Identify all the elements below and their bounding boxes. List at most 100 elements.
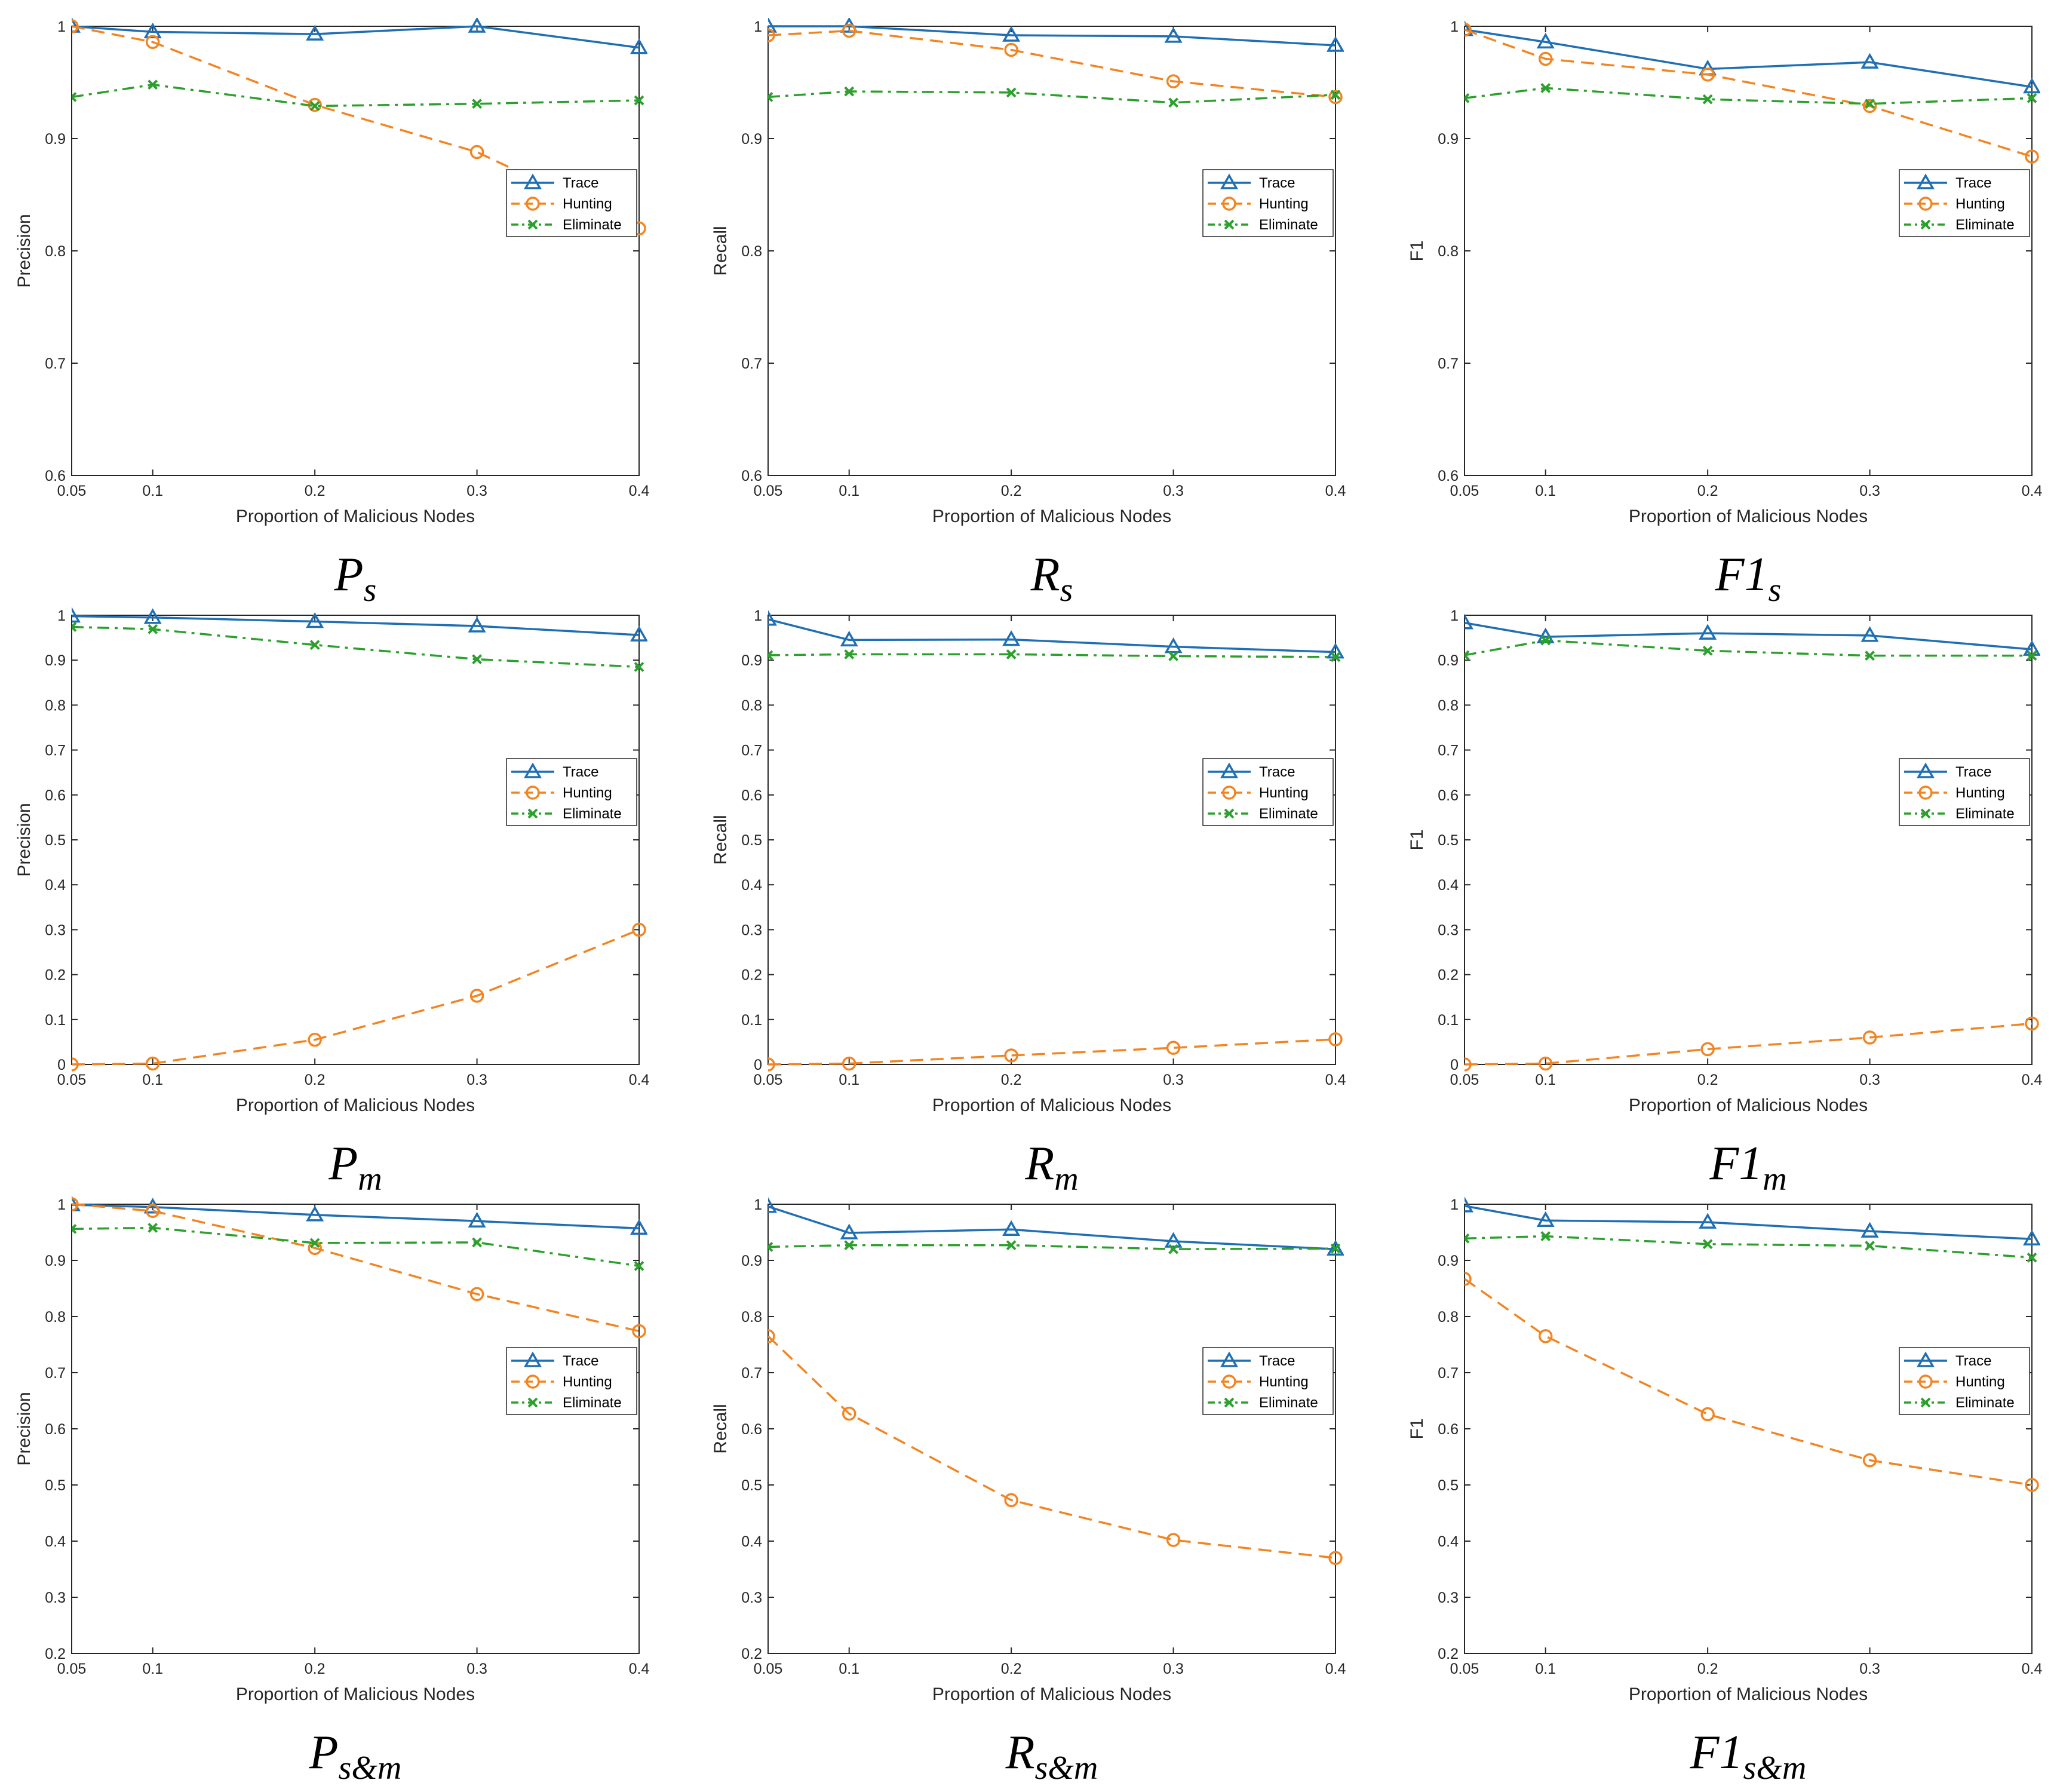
legend-marker-hunting <box>1222 1374 1236 1389</box>
data-point-eliminate <box>472 99 482 109</box>
legend-marker-trace <box>1220 173 1239 189</box>
y-tick-label: 0.3 <box>45 1590 66 1606</box>
y-tick-label: 0.1 <box>741 1012 762 1029</box>
x-tick-label: 0.1 <box>142 1661 163 1677</box>
data-point-trace <box>468 1211 486 1228</box>
data-point-eliminate <box>844 86 855 97</box>
series-eliminate <box>1465 1231 2037 1263</box>
data-point-eliminate <box>1865 1241 1875 1251</box>
plot-area <box>1464 1204 2033 1654</box>
legend-marker-trace <box>1916 762 1935 778</box>
legend-label-eliminate: Eliminate <box>563 806 622 822</box>
x-tick-label: 0.1 <box>142 1072 163 1088</box>
data-point-trace <box>768 18 778 33</box>
data-point-hunting <box>1538 1329 1553 1343</box>
legend: Trace Hunting Eliminate <box>1202 758 1334 826</box>
data-point-trace <box>630 1219 647 1235</box>
x-axis-label: Proportion of Malicious Nodes <box>932 1096 1171 1115</box>
y-tick-label: 0.6 <box>741 787 762 804</box>
plot-area <box>767 26 1336 476</box>
x-tick-label: 0.2 <box>1001 1661 1022 1677</box>
legend-label-hunting: Hunting <box>1955 785 2005 801</box>
data-point-trace <box>1164 637 1183 653</box>
data-point-eliminate <box>1540 635 1551 646</box>
data-point-eliminate <box>472 654 482 665</box>
y-tick-label: 0.2 <box>741 967 762 984</box>
data-point-hunting <box>1166 1533 1181 1547</box>
data-point-trace <box>1465 1196 1474 1213</box>
y-tick-label: 1 <box>754 607 762 624</box>
data-point-eliminate <box>2027 650 2037 661</box>
legend-label-hunting: Hunting <box>1955 196 2005 212</box>
y-tick-label: 0.7 <box>45 742 66 759</box>
chart-panel-8: 0.2 0.3 0.4 0.5 0.6 0.7 0.8 0.9 1 0.05 0.1 0.2 0.3 0.… <box>1407 1196 2042 1787</box>
data-point-eliminate <box>768 1242 773 1252</box>
legend-label-hunting: Hunting <box>563 196 612 212</box>
y-tick-label: 0.8 <box>741 243 762 260</box>
x-tick-label: 0.3 <box>1859 1072 1880 1088</box>
legend-marker-hunting <box>1918 785 1933 800</box>
y-tick-label: 0.5 <box>741 1477 762 1494</box>
legend-marker-trace <box>523 173 542 189</box>
legend-label-eliminate: Eliminate <box>563 1395 622 1411</box>
chart-caption: Ps&m <box>309 1726 402 1787</box>
y-tick-label: 0.4 <box>741 877 762 894</box>
y-tick-label: 0.2 <box>741 1646 762 1662</box>
series-line-eliminate <box>1465 1235 2033 1259</box>
legend-label-trace: Trace <box>563 1353 598 1369</box>
chart-panel-3: 0 0.1 0.2 0.3 0.4 0.5 0.6 0.7 0.8 0.9 1 0.05 0.1 0.2 0… <box>14 607 649 1198</box>
data-point-hunting <box>1538 51 1553 66</box>
data-point-hunting <box>72 1197 79 1211</box>
legend: Trace Hunting Eliminate <box>1202 1347 1334 1415</box>
data-point-eliminate <box>148 79 158 90</box>
data-point-trace <box>1536 32 1555 49</box>
series-line-hunting <box>72 1203 640 1333</box>
y-tick-label: 1 <box>1450 19 1459 35</box>
data-point-eliminate <box>1865 99 1875 109</box>
legend-label-trace: Trace <box>1955 764 1991 780</box>
data-point-eliminate <box>1330 652 1341 662</box>
data-point-trace <box>840 1223 858 1239</box>
series-hunting <box>72 922 646 1072</box>
series-eliminate <box>72 79 644 111</box>
series-hunting <box>1465 1272 2039 1492</box>
x-axis-label: Proportion of Malicious Nodes <box>1629 507 1868 526</box>
y-tick-label: 0.7 <box>1438 355 1459 372</box>
data-point-hunting <box>469 989 484 1003</box>
data-point-trace <box>2022 77 2040 94</box>
y-tick-label: 0.8 <box>741 697 762 714</box>
chart-caption: F1s <box>1715 548 1782 609</box>
data-point-trace <box>306 24 324 41</box>
data-point-hunting <box>1465 1057 1472 1072</box>
legend-label-hunting: Hunting <box>1259 1374 1309 1390</box>
chart-panel-4: 0 0.1 0.2 0.3 0.4 0.5 0.6 0.7 0.8 0.9 1 0.05 0.1 0.2 0… <box>711 607 1346 1198</box>
x-tick-label: 0.1 <box>839 1072 859 1088</box>
legend-label-hunting: Hunting <box>1955 1374 2005 1390</box>
data-point-hunting <box>768 1329 775 1343</box>
data-point-eliminate <box>1702 645 1713 656</box>
legend-marker-hunting <box>1918 1374 1933 1389</box>
data-point-trace <box>1536 1211 1555 1228</box>
data-point-hunting <box>469 1287 484 1302</box>
x-tick-label: 0.05 <box>1450 1661 1479 1677</box>
y-tick-label: 0 <box>57 1057 66 1073</box>
legend-label-trace: Trace <box>1259 764 1295 780</box>
y-tick-label: 0.8 <box>45 697 66 714</box>
y-tick-label: 0.6 <box>45 787 66 804</box>
series-line-eliminate <box>768 653 1336 658</box>
series-line-hunting <box>1465 28 2033 158</box>
x-tick-label: 0.2 <box>1697 1661 1718 1677</box>
x-axis-label: Proportion of Malicious Nodes <box>236 1096 475 1115</box>
data-point-hunting <box>145 1056 160 1071</box>
legend: Trace Hunting Eliminate <box>506 1347 637 1415</box>
legend-label-hunting: Hunting <box>1259 785 1309 801</box>
data-point-trace <box>1699 1213 1717 1229</box>
legend-marker-hunting <box>526 1374 540 1389</box>
legend-label-eliminate: Eliminate <box>1259 217 1318 233</box>
data-point-eliminate <box>148 624 158 634</box>
data-point-hunting <box>1862 1453 1877 1468</box>
x-tick-label: 0.4 <box>629 483 650 499</box>
data-point-hunting <box>72 19 79 33</box>
chart-panel-2: 0.6 0.7 0.8 0.9 1 0.05 0.1 0.2 0.3 0.4 Proportion … <box>1407 19 2042 609</box>
data-point-trace <box>306 612 324 628</box>
